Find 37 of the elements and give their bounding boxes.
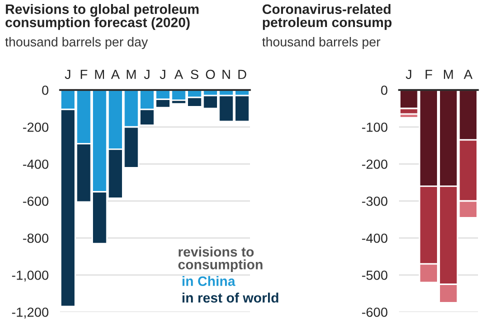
y-tick-label: 0 (42, 86, 48, 95)
chart-title: Revisions to global petroleum consumption forecast (2020) (6, 4, 199, 30)
y-tick-label: -200 (362, 160, 388, 169)
chart-subtitle: thousand barrels per (262, 37, 380, 50)
x-tick-label: A (174, 70, 184, 79)
x-tick-label: J (160, 70, 166, 80)
y-tick-label: -300 (362, 196, 388, 206)
x-tick-label: M (126, 70, 136, 79)
x-tick-label: J (144, 70, 150, 80)
x-tick-label: N (222, 70, 230, 79)
y-tick-label: -400 (23, 160, 48, 169)
x-tick-label: F (80, 70, 88, 79)
x-tick-label: A (111, 70, 120, 79)
y-tick-label: -800 (23, 234, 48, 243)
x-tick-label: J (64, 70, 70, 80)
y-tick-label: -200 (23, 122, 48, 132)
text: in rest of world (182, 292, 278, 303)
y-tick-label: -1,200 (12, 308, 48, 318)
x-tick-label: S (190, 70, 198, 80)
y-tick-label: -600 (23, 196, 48, 206)
y-tick-label: -400 (362, 234, 388, 243)
y-tick-label: -500 (362, 270, 388, 280)
x-tick-label: O (206, 70, 215, 80)
x-tick-label: J (406, 70, 412, 80)
y-tick-label: -100 (362, 122, 388, 132)
x-tick-label: M (95, 70, 104, 79)
legend-title: revisions to consumption (178, 246, 262, 272)
x-tick-label: M (444, 70, 453, 79)
x-tick-label: D (238, 70, 246, 79)
y-tick-label: 0 (381, 86, 388, 95)
chart-title: Coronavirus-related petroleum consump (262, 4, 392, 30)
x-tick-label: A (464, 70, 472, 79)
y-tick-label: -1,000 (12, 270, 48, 282)
chart-subtitle: thousand barrels per day (5, 37, 148, 50)
text: in China (182, 276, 236, 286)
y-tick-label: -600 (362, 308, 388, 317)
x-tick-label: F (426, 70, 432, 79)
